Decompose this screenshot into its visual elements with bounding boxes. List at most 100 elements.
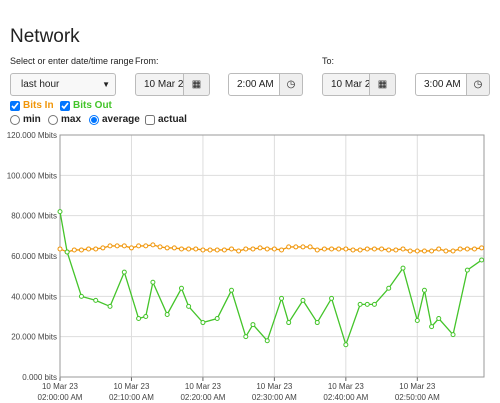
- radio[interactable]: [10, 114, 20, 125]
- x-tick-time: 02:50:00 AM: [395, 393, 440, 402]
- data-point: [200, 247, 206, 253]
- data-point: [429, 248, 435, 254]
- data-point: [78, 247, 84, 253]
- y-tick-label: 40.000 Mbits: [11, 292, 57, 301]
- data-point: [221, 247, 227, 253]
- data-point: [450, 248, 456, 254]
- x-tick-date: 10 Mar 23: [42, 382, 79, 391]
- data-point: [86, 246, 92, 252]
- x-tick-time: 02:20:00 AM: [180, 393, 225, 402]
- x-tick-date: 10 Mar 23: [185, 382, 222, 391]
- data-point: [257, 245, 263, 251]
- to-time[interactable]: 3:00 AM: [415, 73, 467, 96]
- data-point: [114, 243, 120, 249]
- to-date[interactable]: 10 Mar 2: [322, 73, 370, 96]
- data-point: [300, 297, 306, 303]
- data-point: [121, 269, 127, 275]
- data-point: [386, 247, 392, 253]
- data-point: [464, 246, 470, 252]
- to-time-text: 3:00 AM: [424, 79, 461, 90]
- data-point: [236, 248, 242, 254]
- data-point: [357, 301, 363, 307]
- data-point: [136, 243, 142, 249]
- mode-option[interactable]: min: [10, 114, 41, 125]
- clock-button[interactable]: ◷: [466, 73, 490, 96]
- to-date-text: 10 Mar 2: [331, 79, 370, 90]
- option-label: average: [102, 114, 140, 125]
- actual-option[interactable]: actual: [145, 114, 187, 125]
- data-point: [414, 248, 420, 254]
- checkbox[interactable]: [145, 114, 155, 125]
- data-point: [321, 246, 327, 252]
- data-point: [207, 247, 213, 253]
- data-point: [279, 247, 285, 253]
- calendar-button[interactable]: ▦: [183, 73, 210, 96]
- data-point: [421, 248, 427, 254]
- data-point: [343, 246, 349, 252]
- data-point: [143, 243, 149, 249]
- checkbox[interactable]: [10, 100, 20, 111]
- option-label: max: [61, 114, 82, 125]
- series-toggle[interactable]: Bits Out: [60, 100, 112, 111]
- y-tick-label: 60.000 Mbits: [11, 252, 57, 261]
- data-point: [436, 316, 442, 322]
- data-point: [336, 246, 342, 252]
- data-point: [78, 293, 84, 299]
- x-tick-time: 02:00:00 AM: [38, 393, 83, 402]
- radio[interactable]: [89, 114, 99, 125]
- calendar-button[interactable]: ▦: [369, 73, 396, 96]
- data-point: [343, 342, 349, 348]
- data-point: [400, 246, 406, 252]
- x-tick-date: 10 Mar 23: [399, 382, 436, 391]
- y-tick-label: 20.000 Mbits: [11, 333, 57, 342]
- series-toggle[interactable]: Bits In: [10, 100, 54, 111]
- data-point: [186, 303, 192, 309]
- data-point: [421, 287, 427, 293]
- data-point: [386, 285, 392, 291]
- data-point: [264, 246, 270, 252]
- data-point: [279, 295, 285, 301]
- y-tick-label: 0.000 bits: [22, 373, 57, 382]
- data-point: [57, 246, 63, 252]
- data-point: [429, 324, 435, 330]
- x-tick-time: 02:40:00 AM: [323, 393, 368, 402]
- range-select[interactable]: last hour ▼: [10, 73, 116, 96]
- data-point: [393, 247, 399, 253]
- data-point: [300, 244, 306, 250]
- data-point: [471, 246, 477, 252]
- from-label: From:: [135, 56, 159, 66]
- page-title: Network: [10, 26, 80, 47]
- range-select-text: last hour: [21, 79, 60, 90]
- data-point: [364, 246, 370, 252]
- data-point: [93, 297, 99, 303]
- data-point: [150, 242, 156, 248]
- mode-option[interactable]: max: [48, 114, 81, 125]
- data-point: [314, 247, 320, 253]
- mode-option[interactable]: average: [89, 114, 140, 125]
- data-point: [214, 247, 220, 253]
- data-point: [464, 267, 470, 273]
- from-time[interactable]: 2:00 AM: [228, 73, 280, 96]
- data-point: [264, 338, 270, 344]
- option-label: min: [23, 114, 41, 125]
- data-point: [136, 316, 142, 322]
- data-point: [271, 246, 277, 252]
- data-point: [150, 279, 156, 285]
- data-point: [193, 246, 199, 252]
- x-tick-time: 02:10:00 AM: [109, 393, 154, 402]
- checkbox[interactable]: [60, 100, 70, 111]
- data-point: [100, 245, 106, 251]
- data-point: [371, 301, 377, 307]
- radio[interactable]: [48, 114, 58, 125]
- data-point: [107, 303, 113, 309]
- data-point: [229, 287, 235, 293]
- clock-button[interactable]: ◷: [279, 73, 303, 96]
- data-point: [178, 246, 184, 252]
- data-point: [164, 311, 170, 317]
- from-date[interactable]: 10 Mar 2: [135, 73, 184, 96]
- x-tick-date: 10 Mar 23: [328, 382, 365, 391]
- data-point: [64, 249, 70, 255]
- data-point: [157, 244, 163, 250]
- range-label: Select or enter date/time range: [10, 56, 134, 66]
